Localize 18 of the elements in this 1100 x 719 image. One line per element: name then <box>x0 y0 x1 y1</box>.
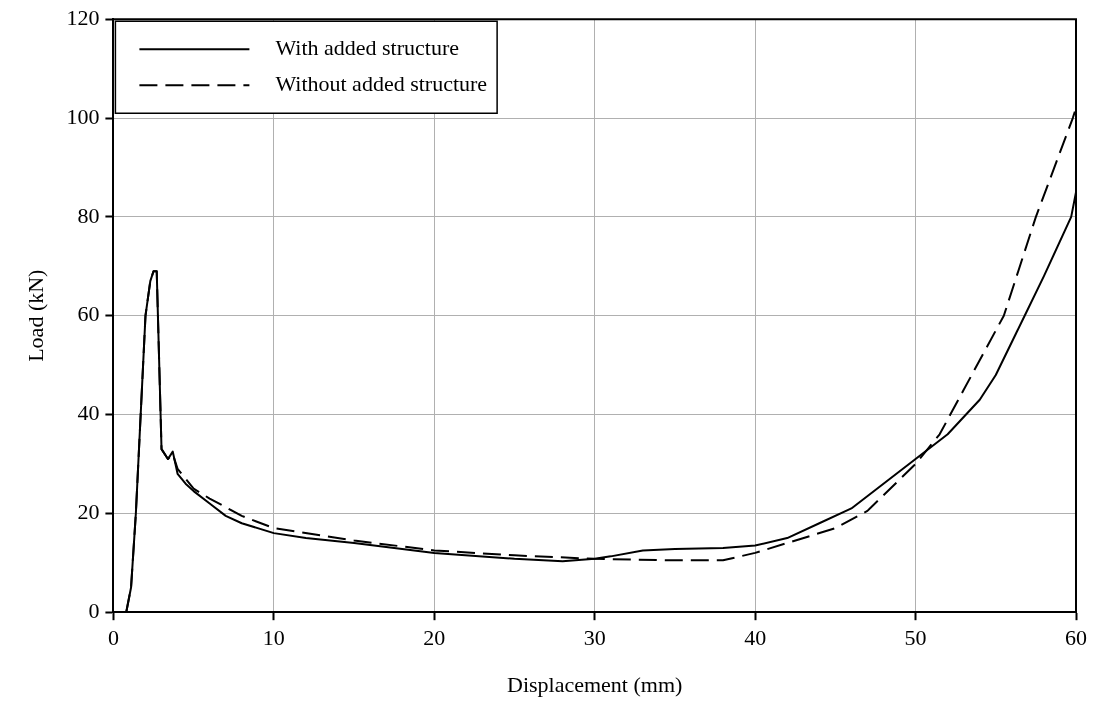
x-tick-label: 0 <box>107 625 119 651</box>
y-axis-title: Load (kN) <box>22 269 48 362</box>
y-tick-label: 40 <box>77 400 100 426</box>
y-tick-label: 100 <box>66 103 100 129</box>
y-tick-label: 80 <box>77 202 100 228</box>
x-tick-label: 20 <box>423 625 446 651</box>
legend-label: Without added structure <box>275 70 488 96</box>
x-tick-label: 40 <box>744 625 767 651</box>
y-tick-label: 120 <box>66 4 100 30</box>
x-tick-label: 10 <box>262 625 285 651</box>
y-tick-label: 0 <box>88 597 100 623</box>
x-tick-label: 30 <box>583 625 606 651</box>
y-tick-label: 60 <box>77 301 100 327</box>
x-tick-label: 50 <box>904 625 927 651</box>
x-axis-title: Displacement (mm) <box>507 671 683 697</box>
legend-label: With added structure <box>275 34 460 60</box>
x-tick-label: 60 <box>1065 625 1087 651</box>
y-tick-label: 20 <box>77 499 100 525</box>
